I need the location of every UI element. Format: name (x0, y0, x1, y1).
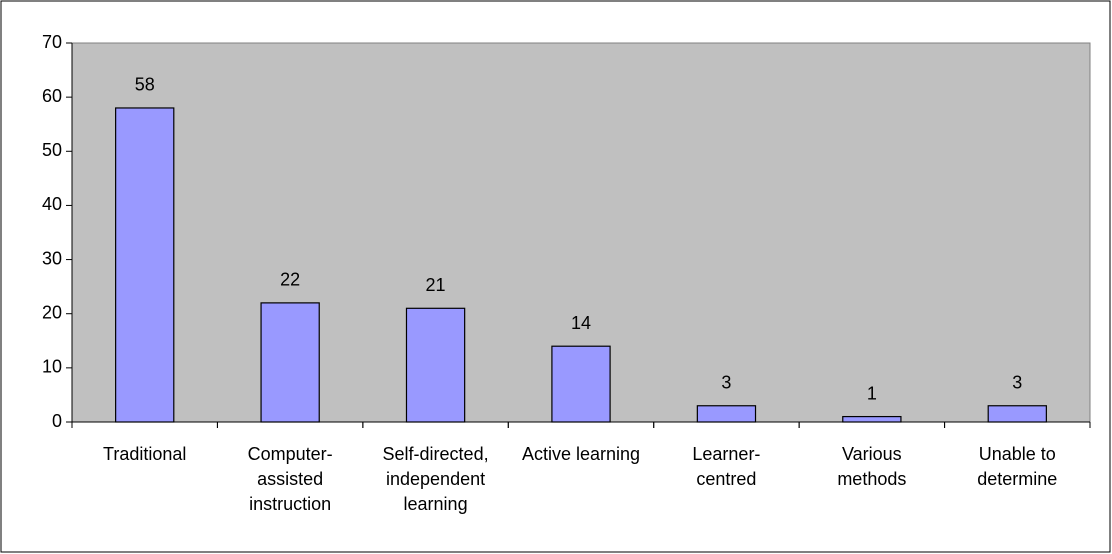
bar (696, 405, 757, 423)
x-tick-label: Unable to determine (977, 444, 1058, 489)
bar (260, 302, 320, 423)
x-tick-label: Self-directed, independent learning (382, 444, 489, 514)
bar (115, 107, 175, 423)
data-label: 1 (867, 383, 877, 403)
y-tick-label: 60 (42, 86, 62, 106)
bar (842, 415, 902, 423)
x-tick-label: Active learning (521, 444, 641, 464)
y-tick-label: 40 (42, 194, 62, 214)
bar (551, 345, 611, 423)
x-tick-label: Computer-assisted instruction (247, 444, 333, 514)
x-tick-label: Traditional (103, 444, 187, 464)
data-label: 3 (1012, 373, 1022, 393)
x-tick-label: Various methods (837, 444, 907, 489)
y-tick-label: 70 (42, 32, 62, 52)
data-label: 3 (721, 373, 731, 393)
data-label: 22 (280, 270, 300, 290)
y-tick-label: 50 (42, 140, 62, 160)
data-label: 58 (135, 75, 155, 95)
data-label: 14 (571, 313, 591, 333)
y-tick-label: 0 (52, 411, 62, 431)
bar (405, 307, 466, 423)
x-tick-label: Learner-centred (692, 444, 761, 489)
y-tick-label: 20 (42, 302, 62, 322)
y-tick-label: 10 (42, 357, 62, 377)
data-label: 21 (426, 275, 446, 295)
bar (987, 405, 1047, 423)
y-tick-label: 30 (42, 248, 62, 268)
